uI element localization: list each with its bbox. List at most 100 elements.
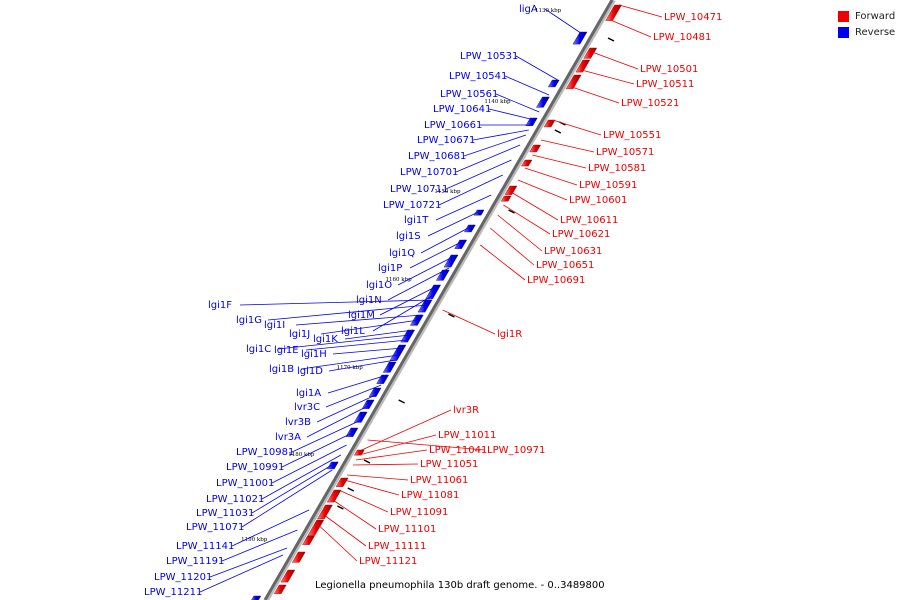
gene-label[interactable]: LPW_10981 — [236, 447, 294, 458]
gene-label[interactable]: LPW_10651 — [536, 260, 594, 271]
gene-label[interactable]: lgi1R — [497, 329, 522, 340]
gene-leader-line — [239, 299, 431, 306]
gene-label[interactable]: LPW_11041 — [429, 445, 487, 456]
gene-label[interactable]: LPW_10511 — [636, 79, 694, 90]
gene-label[interactable]: LPW_11031 — [196, 508, 254, 519]
gene-label[interactable]: LPW_11191 — [166, 556, 224, 567]
gene-label[interactable]: LPW_10631 — [544, 246, 602, 257]
gene-label[interactable]: LPW_10551 — [603, 130, 661, 141]
forward-gene-block — [529, 144, 541, 153]
reverse-gene-block — [389, 344, 407, 361]
gene-label[interactable]: lgi1M — [348, 310, 375, 321]
gene-label[interactable]: lvr3B — [285, 417, 311, 428]
reverse-gene-block — [425, 284, 442, 300]
reverse-gene-block — [464, 224, 476, 233]
gene-label[interactable]: lgi1A — [296, 388, 321, 399]
gene-leader-line — [344, 479, 400, 496]
gene-label[interactable]: lgi1I — [264, 320, 285, 331]
gene-label[interactable]: LPW_11141 — [176, 541, 234, 552]
genome-caption: Legionella pneumophila 130b draft genome… — [315, 580, 605, 591]
gene-label[interactable]: LPW_10481 — [653, 32, 711, 43]
gene-label[interactable]: LPW_10561 — [440, 89, 498, 100]
gene-label[interactable]: LPW_10701 — [400, 167, 458, 178]
gene-label[interactable]: lgi1T — [404, 215, 429, 226]
gene-label[interactable]: lgi1E — [274, 345, 299, 356]
gene-label[interactable]: LPW_10591 — [579, 180, 637, 191]
gene-label[interactable]: LPW_10661 — [424, 120, 482, 131]
gene-label[interactable]: lgi1B — [269, 364, 294, 375]
gene-label[interactable]: LPW_10641 — [433, 104, 491, 115]
gene-label[interactable]: LPW_11081 — [401, 490, 459, 501]
gene-label[interactable]: lgi1Q — [389, 248, 415, 259]
gene-label[interactable]: LPW_10621 — [552, 229, 610, 240]
gene-label[interactable]: LPW_10521 — [621, 98, 679, 109]
gene-label[interactable]: lgi1J — [289, 329, 310, 340]
gene-label[interactable]: LPW_11121 — [359, 556, 417, 567]
reverse-gene-block — [572, 31, 588, 45]
gene-label[interactable]: LPW_10691 — [527, 275, 585, 286]
gene-label[interactable]: LPW_11101 — [378, 524, 436, 535]
gene-leader-line — [261, 454, 342, 500]
feature-tick — [607, 37, 615, 42]
gene-label[interactable]: lgi1C — [246, 344, 271, 355]
gene-label[interactable]: LPW_11061 — [410, 475, 468, 486]
gene-label[interactable]: LPW_10711 — [390, 184, 448, 195]
gene-leader-line — [332, 347, 403, 355]
gene-label[interactable]: LPW_11071 — [186, 522, 244, 533]
gene-label[interactable]: LPW_11091 — [390, 507, 448, 518]
gene-label[interactable]: LPW_11051 — [420, 459, 478, 470]
gene-label[interactable]: LPW_10721 — [383, 200, 441, 211]
tick-label: 1170 kbp — [337, 365, 364, 371]
gene-label[interactable]: lgi1D — [297, 366, 323, 377]
gene-label[interactable]: LPW_11001 — [216, 478, 274, 489]
gene-label[interactable]: LPW_10541 — [449, 71, 507, 82]
gene-label[interactable]: LPW_10671 — [417, 135, 475, 146]
gene-leader-line — [361, 409, 452, 451]
gene-leader-line — [328, 359, 396, 372]
gene-label[interactable]: LPW_10581 — [588, 163, 646, 174]
gene-label[interactable]: LPW_11011 — [438, 430, 496, 441]
gene-label[interactable]: LPW_11211 — [144, 587, 202, 598]
gene-label[interactable]: LPW_11021 — [206, 494, 264, 505]
gene-label[interactable]: lgi1P — [378, 263, 402, 274]
gene-label[interactable]: LPW_10601 — [569, 195, 627, 206]
forward-gene-block — [317, 504, 333, 520]
gene-leader-line — [488, 108, 535, 121]
gene-label[interactable]: LPW_10971 — [487, 445, 545, 456]
gene-leader-line — [277, 334, 411, 350]
gene-label[interactable]: LPW_10991 — [226, 462, 284, 473]
gene-leader-line — [271, 444, 347, 484]
gene-label[interactable]: lgi1O — [366, 280, 392, 291]
gene-label[interactable]: lvr3R — [453, 405, 479, 416]
gene-label[interactable]: LPW_10611 — [560, 215, 618, 226]
gene-leader-line — [295, 314, 422, 326]
gene-label[interactable]: lgi1F — [208, 300, 232, 311]
gene-label[interactable]: ligA — [519, 4, 538, 15]
gene-label[interactable]: LPW_10501 — [640, 64, 698, 75]
gene-leader-line — [515, 55, 558, 81]
gene-leader-line — [291, 419, 362, 453]
gene-leader-line — [510, 191, 559, 221]
gene-label[interactable]: lvr3A — [275, 432, 301, 443]
gene-leader-line — [409, 239, 466, 269]
gene-label[interactable]: LPW_10571 — [596, 147, 654, 158]
gene-leader-line — [540, 139, 595, 153]
gene-label[interactable]: lgi1H — [301, 349, 327, 360]
gene-label[interactable]: lgi1N — [356, 295, 382, 306]
gene-label[interactable]: LPW_11201 — [154, 572, 212, 583]
gene-label[interactable]: lgi1S — [396, 231, 421, 242]
gene-label[interactable]: LPW_10681 — [408, 151, 466, 162]
gene-label[interactable]: LPW_11111 — [368, 541, 426, 552]
gene-leader-line — [199, 554, 284, 593]
gene-label[interactable]: LPW_10471 — [664, 12, 722, 23]
forward-gene-block — [521, 159, 533, 167]
gene-label[interactable]: lvr3C — [294, 402, 320, 413]
gene-leader-line — [552, 119, 602, 136]
gene-leader-line — [221, 529, 298, 562]
gene-label[interactable]: lgi1G — [236, 315, 262, 326]
gene-label[interactable]: lgi1K — [313, 334, 338, 345]
gene-label[interactable]: LPW_10531 — [460, 51, 518, 62]
gene-label[interactable]: lgi1L — [341, 326, 365, 337]
forward-gene-block — [353, 449, 365, 456]
